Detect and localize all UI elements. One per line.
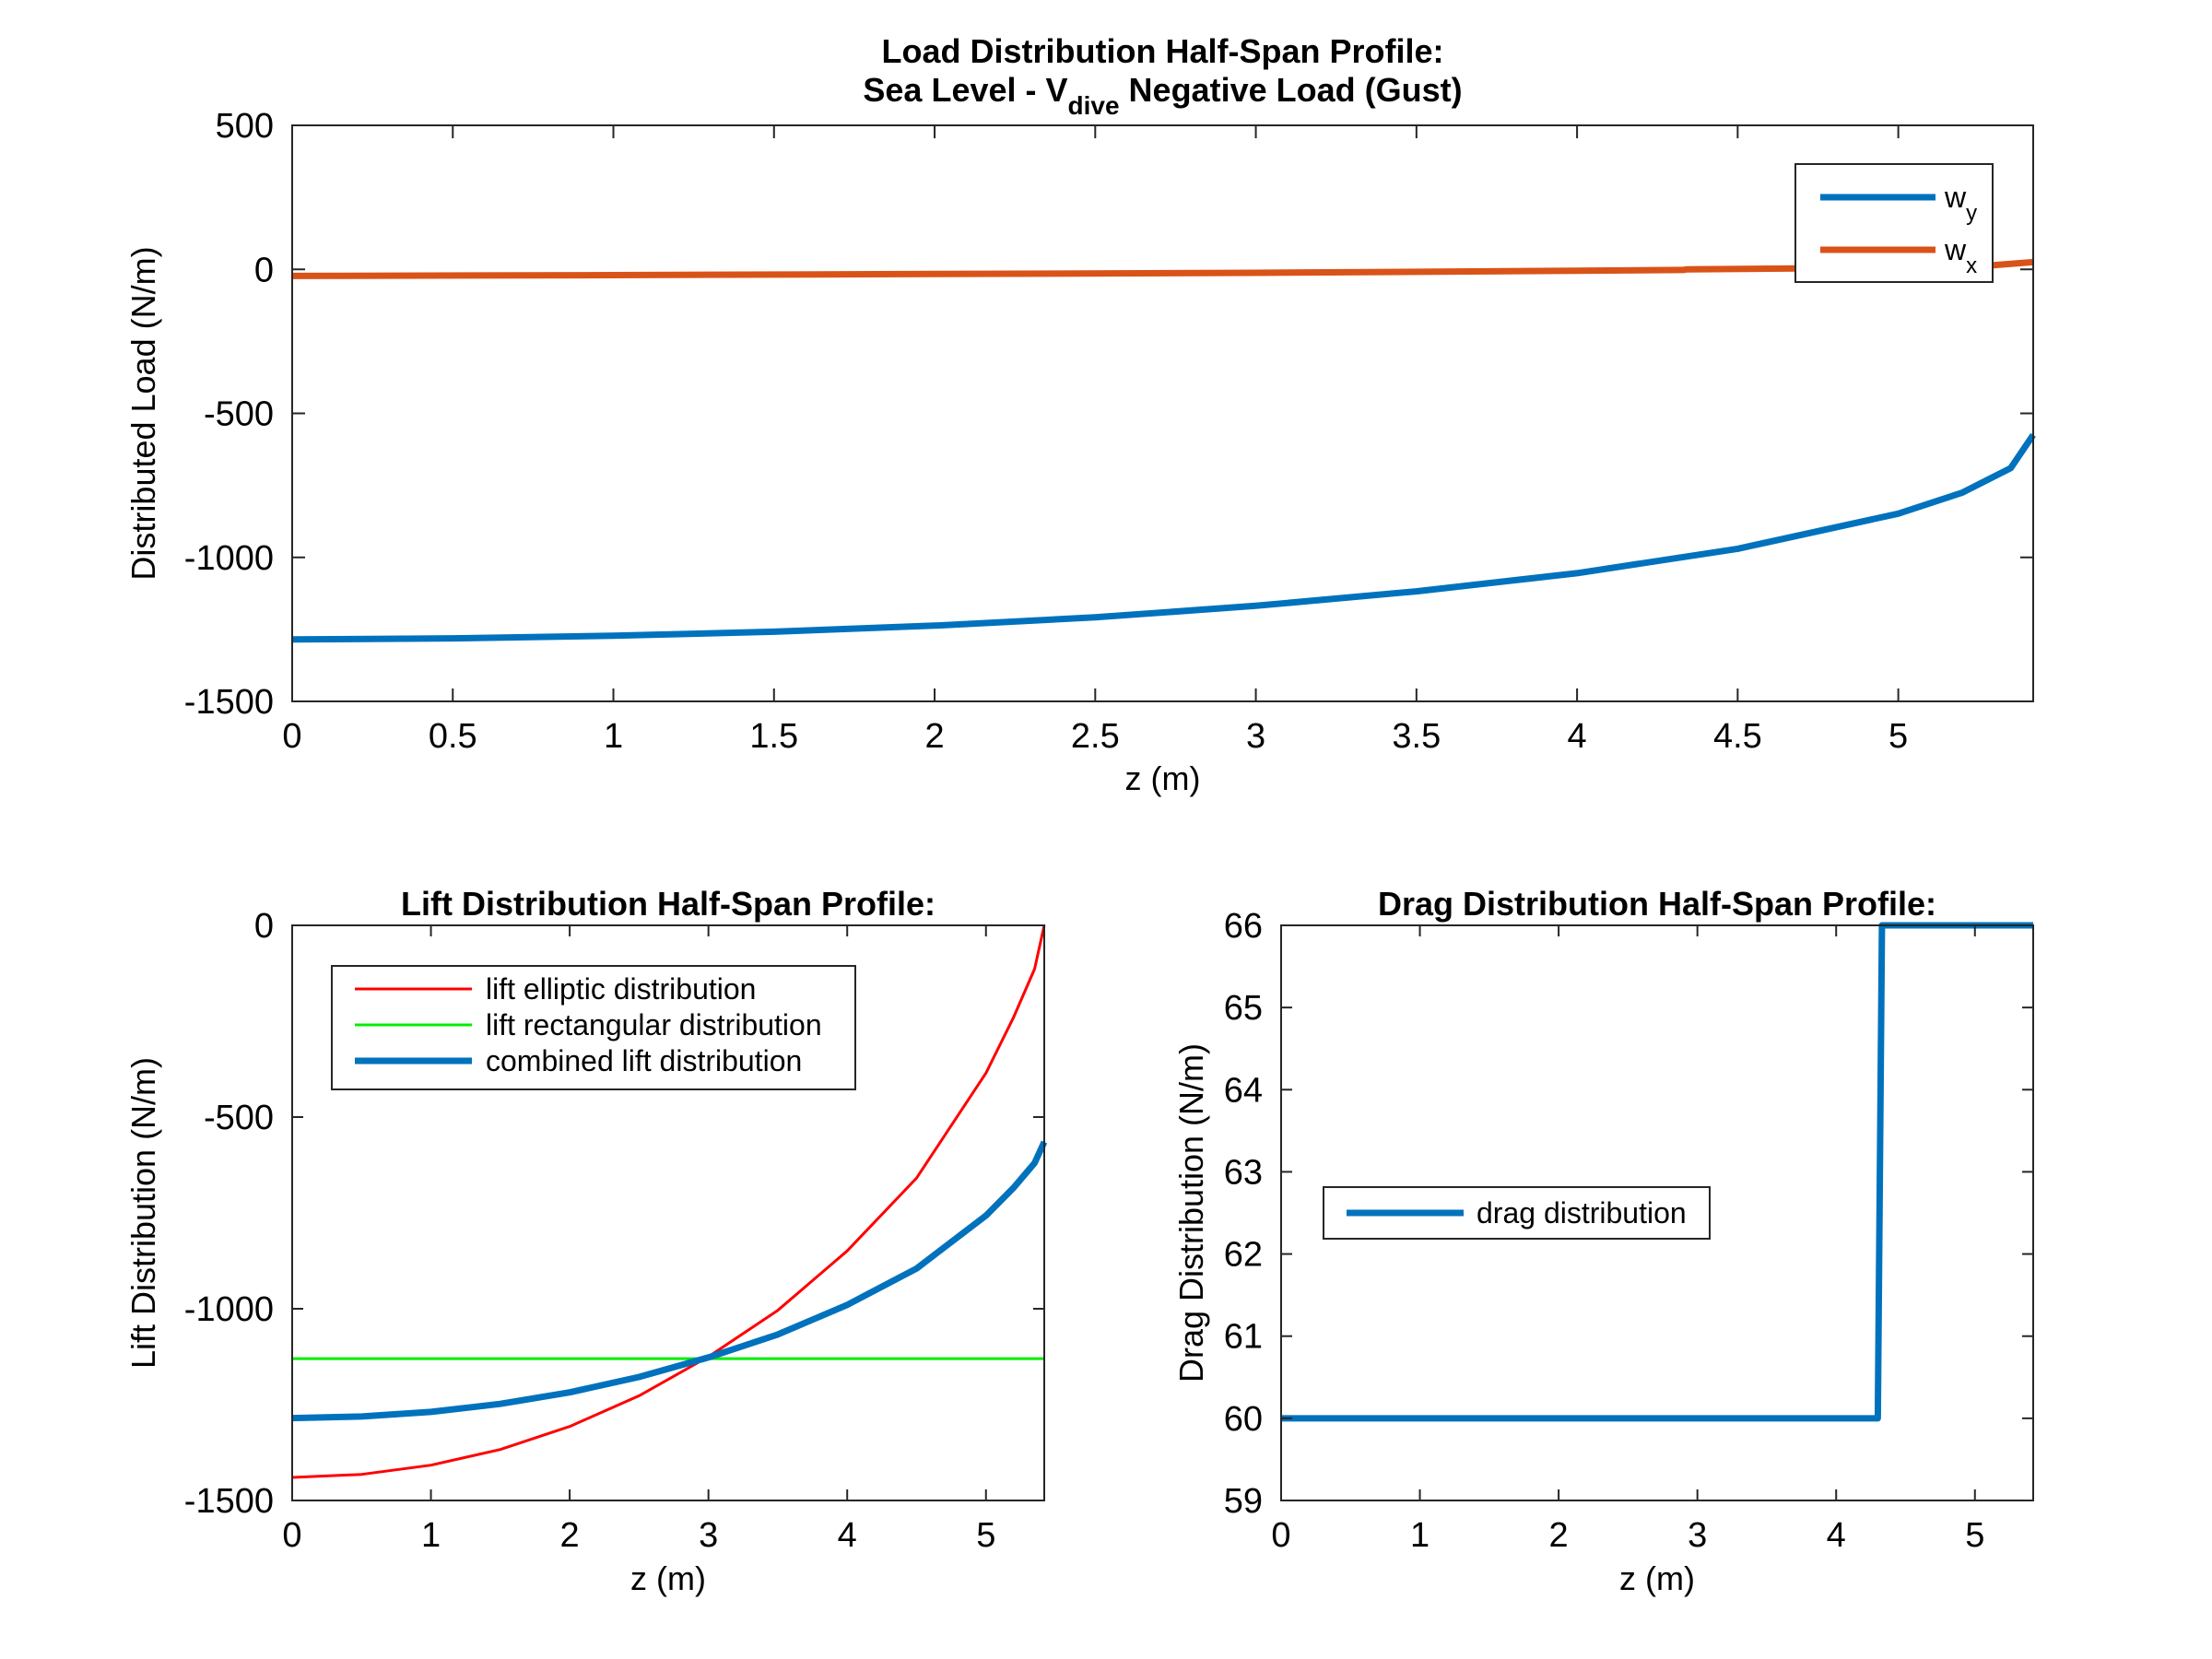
y-tick-label: -500 [204, 395, 274, 434]
x-tick-label: 5 [1888, 717, 1908, 756]
y-tick-label: 62 [1224, 1236, 1263, 1275]
load-distribution-chart: 0 0.5 1 1.5 2 2.5 3 3.5 4 4.5 5 -1500 -1000 -500 0 500 z… [124, 32, 2036, 797]
legend-box [1794, 163, 1994, 283]
x-tick-label: 0 [282, 717, 301, 756]
y-tick-label: -500 [204, 1099, 274, 1137]
chart-title: Lift Distribution Half-Span Profile: [401, 885, 935, 923]
chart-title-line-2: Sea Level - Vdive Negative Load (Gust) [863, 71, 1462, 120]
y-tick-label: 0 [254, 907, 274, 946]
legend: wy wx [1794, 163, 1994, 283]
drag-distribution-chart: 0 1 2 3 4 5 59 60 61 62 63 64 65 66 z (m) Drag Distribu… [1172, 885, 2034, 1597]
series-line-1 [292, 924, 1046, 1479]
legend-label: lift elliptic distribution [486, 972, 756, 1006]
y-tick-label: -1500 [184, 683, 274, 722]
legend-label: wy [1944, 181, 1977, 226]
x-axis-label: z (m) [1125, 759, 1201, 797]
y-tick-label: 0 [254, 251, 274, 289]
x-tick-label: 5 [1965, 1516, 1984, 1555]
x-axis-label: z (m) [1619, 1559, 1695, 1597]
lift-distribution-chart: 0 1 2 3 4 5 -1500 -1000 -500 0 z (m) Lift Distribut… [124, 885, 1048, 1597]
plot-area [292, 125, 2033, 701]
y-axis-label: Lift Distribution (N/m) [124, 1057, 162, 1369]
y-axis-label: Drag Distribution (N/m) [1172, 1043, 1210, 1382]
legend-label: wx [1944, 233, 1977, 278]
x-tick-label: 5 [976, 1516, 995, 1555]
y-tick-label: 66 [1224, 907, 1263, 946]
x-tick-label: 3 [1246, 717, 1265, 756]
x-tick-label: 1 [1410, 1516, 1430, 1555]
x-axis-label: z (m) [630, 1559, 706, 1597]
x-tick-label: 2 [560, 1516, 580, 1555]
x-tick-label: 1 [604, 717, 623, 756]
x-tick-label: 4 [838, 1516, 857, 1555]
y-tick-label: 59 [1224, 1482, 1263, 1521]
x-tick-label: 2 [1549, 1516, 1569, 1555]
y-axis-label: Distributed Load (N/m) [124, 246, 162, 580]
y-tick-label: 64 [1224, 1071, 1263, 1110]
y-tick-label: 65 [1224, 989, 1263, 1028]
axes-box [291, 924, 1045, 1501]
x-tick-label: 4.5 [1713, 717, 1762, 756]
legend-box [331, 965, 856, 1090]
chart-title-line-1: Load Distribution Half-Span Profile: [882, 32, 1444, 70]
x-tick-label: 3 [1688, 1516, 1707, 1555]
x-tick-label: 3 [699, 1516, 718, 1555]
y-tick-label: 63 [1224, 1153, 1263, 1192]
y-tick-label: -1000 [184, 539, 274, 578]
x-tick-label: 0.5 [429, 717, 477, 756]
legend-label: drag distribution [1477, 1196, 1687, 1230]
x-tick-label: 0 [282, 1516, 301, 1555]
legend-label: combined lift distribution [486, 1044, 802, 1077]
x-tick-label: 2.5 [1071, 717, 1120, 756]
series-line-3 [292, 1140, 1048, 1422]
y-tick-label: 60 [1224, 1400, 1263, 1439]
series-group [292, 924, 1048, 1479]
x-tick-label: 0 [1271, 1516, 1290, 1555]
x-tick-label: 4 [1827, 1516, 1846, 1555]
x-tick-label: 4 [1568, 717, 1587, 756]
axes-box [1280, 924, 2034, 1501]
chart-title: Drag Distribution Half-Span Profile: [1378, 885, 1936, 923]
y-tick-label: -1000 [184, 1290, 274, 1329]
series-line-1 [292, 432, 2036, 643]
legend-label: lift rectangular distribution [486, 1008, 822, 1041]
y-tick-label: 500 [216, 107, 274, 146]
y-tick-label: 61 [1224, 1318, 1263, 1357]
x-tick-label: 3.5 [1392, 717, 1441, 756]
x-tick-label: 1.5 [749, 717, 798, 756]
legend: drag distribution [1323, 1186, 1711, 1240]
x-tick-label: 1 [421, 1516, 441, 1555]
x-tick-label: 2 [924, 717, 944, 756]
y-tick-label: -1500 [184, 1482, 274, 1521]
